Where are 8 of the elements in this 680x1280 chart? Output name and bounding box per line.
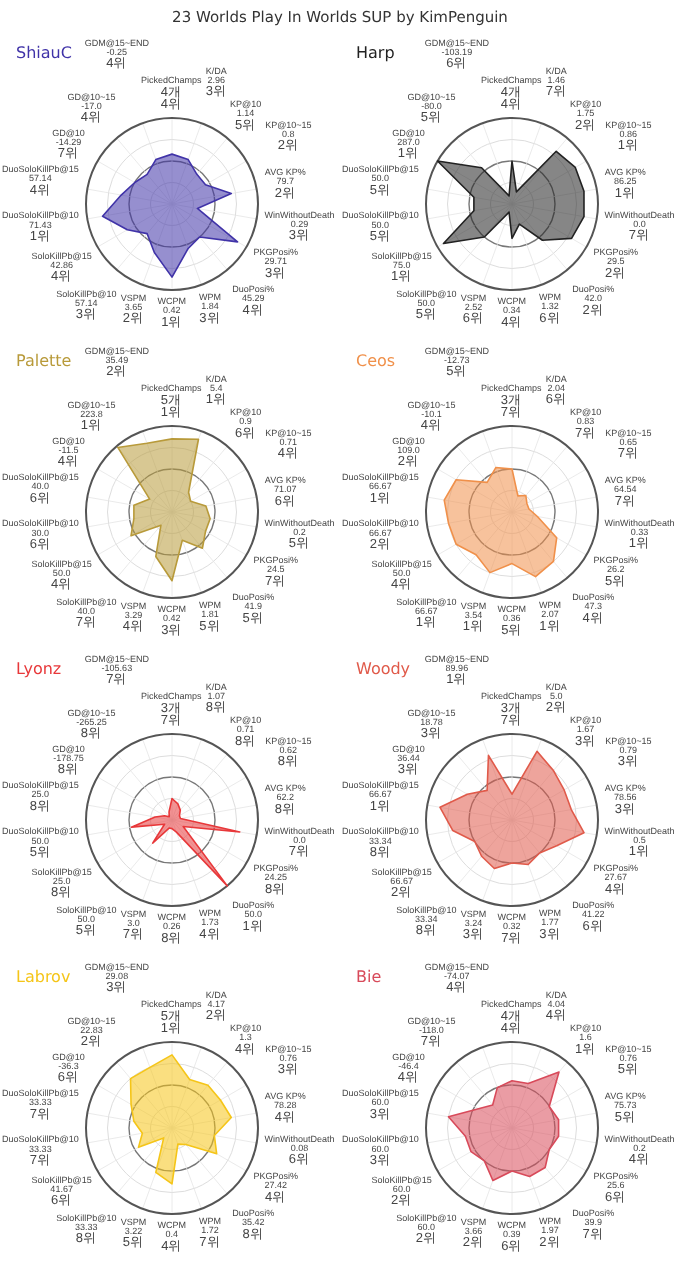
chart-title: Lyonz: [16, 660, 62, 678]
chart-title: Palette: [16, 352, 72, 370]
chart-title: Ceos: [356, 352, 396, 370]
chart-title: Labrov: [16, 968, 71, 986]
chart-title: ShiauC: [16, 44, 73, 62]
chart-title: Woody: [356, 660, 411, 678]
chart-title: Bie: [356, 968, 382, 986]
chart-title: Harp: [356, 44, 395, 62]
